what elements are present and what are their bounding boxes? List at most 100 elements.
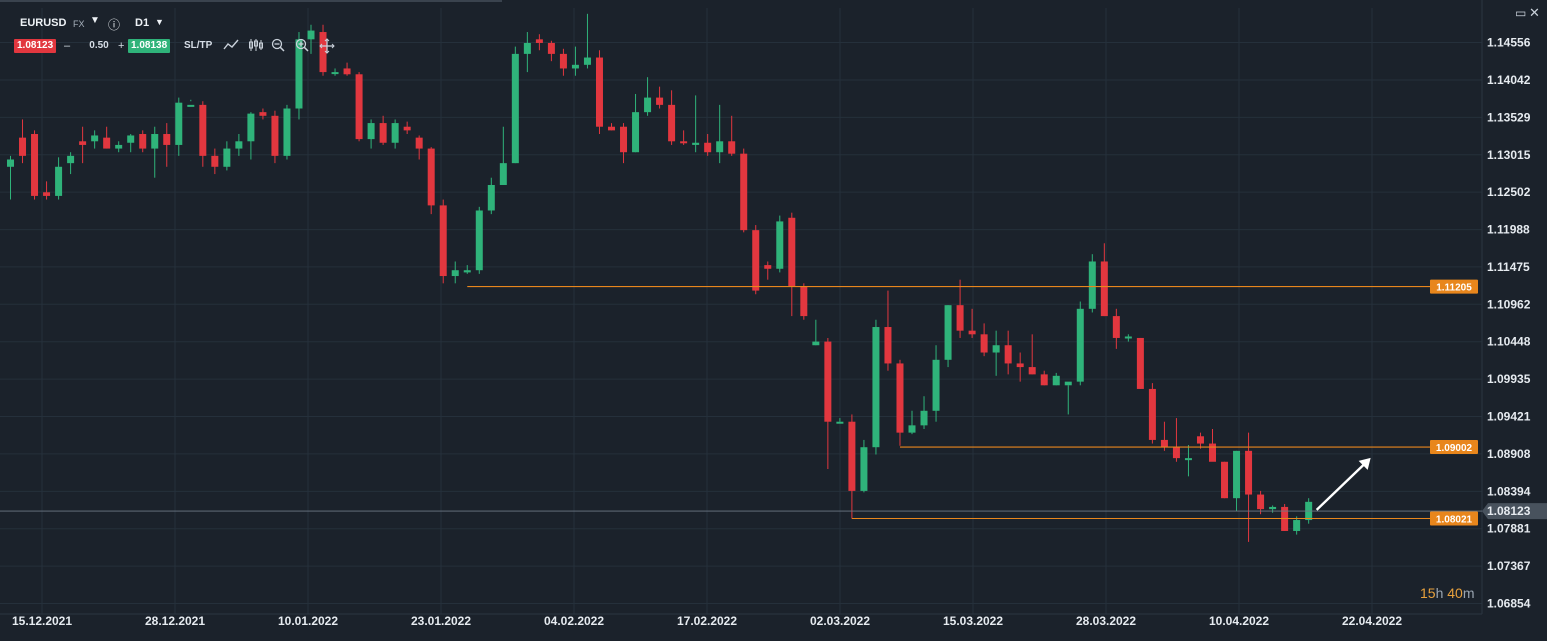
symbol-dropdown-icon[interactable]: ▼ [90, 15, 100, 26]
candle-body [1028, 367, 1036, 375]
candle-body [31, 134, 39, 196]
y-tick-label: 1.09935 [1487, 372, 1531, 386]
candle [956, 279, 964, 338]
market-label: FX [73, 19, 85, 29]
candle-body [583, 57, 591, 65]
candle-body [1064, 381, 1072, 386]
candle [620, 123, 628, 164]
y-tick-label: 1.14042 [1487, 73, 1531, 87]
candle-countdown: 15h 40m [1420, 585, 1475, 601]
candle-body [43, 192, 51, 196]
candle-body [944, 305, 952, 360]
candle [295, 32, 303, 120]
countdown-h-unit: h [1435, 585, 1444, 601]
x-tick-label: 02.03.2022 [810, 614, 870, 628]
sltp-button[interactable]: SL/TP [184, 40, 213, 51]
candle [1136, 337, 1144, 389]
candle [884, 290, 892, 371]
candles [7, 13, 1313, 542]
candle [199, 101, 207, 167]
candle [668, 90, 676, 145]
candle-body [115, 144, 123, 149]
candle-body [547, 42, 555, 54]
candle-body [451, 270, 459, 277]
candle-body [884, 327, 892, 364]
line-chart-icon[interactable] [223, 38, 239, 56]
candle [848, 414, 856, 519]
bid-price-button[interactable]: 1.08123 [14, 39, 57, 53]
candle-body [644, 97, 652, 113]
x-tick-label: 04.02.2022 [544, 614, 604, 628]
candle-body [379, 123, 387, 143]
move-crosshair-icon[interactable] [319, 38, 337, 58]
candle-body [1269, 506, 1277, 510]
candle [175, 97, 183, 156]
level-label: 1.09002 [1436, 443, 1473, 454]
candle [235, 134, 243, 156]
ask-price-button[interactable]: 1.08138 [128, 39, 171, 53]
candle-body [235, 141, 243, 149]
candle-body [1112, 316, 1120, 338]
candle-body [776, 221, 784, 269]
candle [163, 123, 171, 167]
candle-body [1004, 345, 1012, 364]
candle [740, 148, 748, 233]
spread-increase-button[interactable]: + [118, 40, 125, 52]
candle-body [595, 57, 603, 127]
candle [836, 418, 844, 424]
candle-type-icon[interactable] [248, 38, 264, 56]
candle-body [680, 141, 688, 144]
zoom-in-icon[interactable] [295, 38, 311, 56]
candle-body [487, 184, 495, 211]
candle [728, 115, 736, 156]
candle-body [872, 327, 880, 448]
candle-body [848, 421, 856, 491]
candle [872, 319, 880, 455]
timeframe-dropdown-icon[interactable]: ▼ [155, 17, 164, 27]
y-tick-label: 1.10448 [1487, 335, 1531, 349]
spread-decrease-button[interactable]: – [64, 40, 71, 52]
candle [1052, 372, 1060, 386]
candle [307, 24, 315, 54]
info-icon[interactable]: ⓘ [108, 18, 121, 32]
candle-body [199, 104, 207, 156]
candle [319, 24, 327, 76]
arrow-shaft [1315, 460, 1368, 511]
candle [1257, 490, 1265, 515]
window-minimize-icon[interactable]: ▭ [1515, 6, 1527, 20]
candle [463, 265, 471, 274]
candle-body [427, 148, 435, 206]
candle [331, 68, 339, 76]
candle [55, 157, 63, 200]
y-tick-label: 1.13015 [1487, 148, 1531, 162]
symbol-name[interactable]: EURUSD [20, 17, 67, 29]
candle [800, 283, 808, 320]
x-tick-label: 10.01.2022 [278, 614, 338, 628]
candle-body [764, 265, 772, 269]
candle [595, 50, 603, 135]
candle-body [860, 447, 868, 491]
candle [632, 93, 640, 153]
candle [752, 225, 760, 295]
candle-body [728, 141, 736, 154]
candle [932, 345, 940, 422]
y-tick-label: 1.14556 [1487, 36, 1531, 50]
candle [1064, 381, 1072, 415]
close-icon[interactable]: ✕ [1529, 5, 1540, 20]
candle-body [956, 305, 964, 331]
x-tick-label: 28.03.2022 [1076, 614, 1136, 628]
x-axis: 15.12.2021 28.12.2021 10.01.2022 23.01.2022… [12, 614, 1402, 628]
candle [1245, 432, 1253, 542]
candle-body [91, 135, 99, 142]
candle [427, 147, 435, 215]
candle-body [608, 126, 615, 131]
candle [1076, 301, 1084, 386]
candle-body [511, 53, 519, 164]
zoom-out-icon[interactable] [271, 38, 287, 56]
candle [1209, 428, 1216, 462]
level-lines: 1.08123 1.11205 1.09002 1.08021 [0, 279, 1547, 526]
candle-body [692, 142, 700, 145]
timeframe-label[interactable]: D1 [135, 17, 150, 29]
candle-body [331, 72, 339, 75]
